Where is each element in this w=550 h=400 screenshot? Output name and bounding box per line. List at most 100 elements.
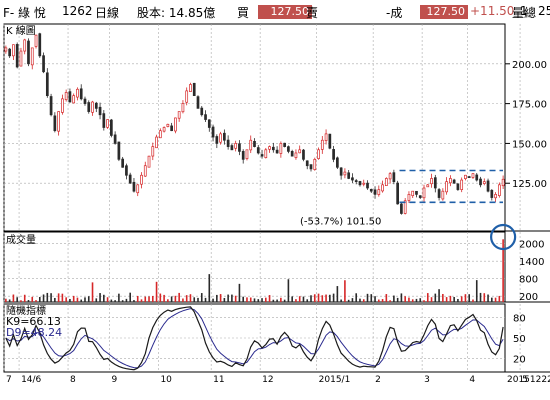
volume-bar [246,297,248,302]
volume-bar [238,283,241,302]
candle-body [411,190,415,197]
candle-body [271,146,275,151]
x-tick-label: 12 [262,375,273,385]
candle-body [437,189,441,198]
volume-bar [193,297,196,302]
candle-body [83,98,87,104]
volume-bar [249,297,252,302]
candle-body [68,91,72,103]
candle-body [177,111,181,119]
candle-body [339,167,343,176]
candle-body [332,149,335,160]
k9-line [5,306,504,371]
volume-bar [419,298,422,302]
candle-body [290,151,294,157]
candle-body [200,107,204,116]
candle-body [189,84,192,92]
candle-body [475,174,479,181]
candle-body [49,96,53,116]
candle-body [433,177,437,189]
candle-body [151,146,155,157]
candle-body [396,182,399,205]
stock-name: F- 綠 悅 [3,6,46,20]
volume-bar [133,300,135,302]
price-tick-label: 125.00 [512,179,547,190]
volume-bar [200,293,203,302]
price-tick-label: 150.00 [512,139,547,150]
candle-body [381,184,384,192]
k9-value-label: K9=66.13 [6,315,61,328]
candle-body [34,34,38,47]
volume-bar [453,296,455,302]
candle-body [23,39,27,52]
candle-body [287,146,290,152]
volume-bar [114,300,116,302]
volume-bar [95,298,98,302]
volume-bar [106,297,109,302]
candle-body [234,143,238,149]
candle-body [445,181,448,193]
pane-frame [3,231,506,303]
candle-body [230,145,234,151]
candle-body [256,147,260,154]
volume-bar [283,299,286,302]
stock-code: 1262 [62,4,93,18]
candle-body [449,178,452,184]
volume-tick-label: 200 [519,292,538,303]
candle-body [313,158,317,170]
candle-body [452,179,456,184]
volume-bar [355,293,358,302]
candle-body [12,44,15,57]
candle-body [343,171,347,176]
candle-body [125,165,128,176]
candle-body [38,33,42,57]
volume-bar [110,299,113,302]
candle-body [158,130,162,139]
volume-bar [204,297,207,302]
volume-bar [430,297,433,302]
volume-bar [381,299,384,302]
volume-bar [393,295,395,302]
volume-bar [80,299,83,302]
candle-body [479,178,482,186]
candle-body [490,189,494,198]
candle-body [110,119,113,136]
volume-bar [231,294,233,302]
volume-bar [155,281,158,302]
volume-bar [287,279,290,302]
volume-bar [69,298,71,302]
candle-body [388,173,392,180]
volume-bar [242,296,244,302]
candle-body [140,174,143,185]
volume-bar [140,299,143,302]
volume-bar [103,294,105,302]
volume-bar [306,299,309,302]
candle-body [268,146,271,150]
volume-bar [148,296,150,302]
volume-bar [223,298,226,302]
kd-pane-title: 隨機指標 [6,304,46,317]
volume-bar [197,297,199,302]
candle-body [309,164,313,170]
volume-bar [46,292,49,302]
volume-bar [494,297,497,302]
candle-body [403,200,407,214]
candle-body [460,179,464,190]
candle-body [275,149,279,154]
volume-bar [65,297,67,302]
sell-label: 賣 [306,6,319,20]
candle-body [362,182,366,185]
volume-bar [20,300,22,302]
volume-bar [27,300,30,302]
candle-body [336,157,339,168]
volume-bar [408,297,410,302]
candle-body [253,140,256,147]
volume-pane-title: 成交量 [6,233,36,246]
volume-bar [276,299,278,302]
candle-body [400,203,403,214]
candle-body [467,176,471,178]
volume-bar [12,294,15,302]
total-volume: 1 [520,4,528,18]
volume-bar [257,299,260,302]
